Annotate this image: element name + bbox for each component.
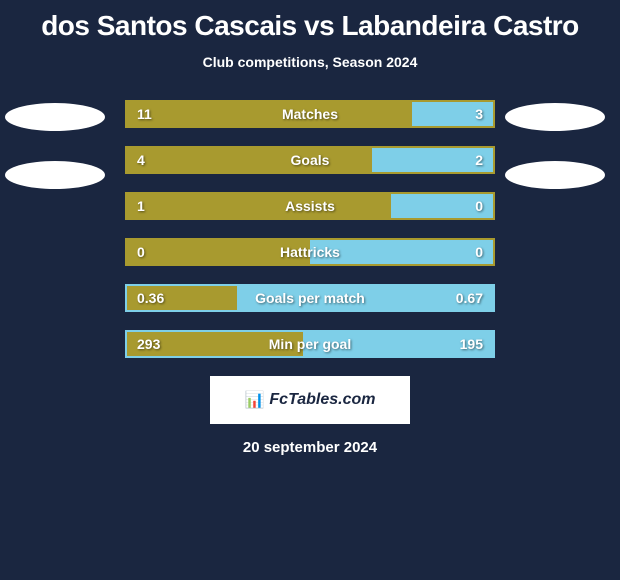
- comparison-subtitle: Club competitions, Season 2024: [5, 54, 615, 70]
- stat-value-left: 293: [137, 336, 160, 352]
- left-ellipses-column: [5, 100, 115, 189]
- stat-value-right: 0: [475, 198, 483, 214]
- player-marker-right: [505, 161, 605, 189]
- stat-label: Assists: [285, 198, 335, 214]
- chart-icon: 📊: [244, 390, 264, 410]
- stat-bar: 4 2 Goals: [125, 146, 495, 174]
- stat-bar: 0.36 0.67 Goals per match: [125, 284, 495, 312]
- player-marker-right: [505, 103, 605, 131]
- site-logo: 📊 FcTables.com: [210, 376, 410, 424]
- right-ellipses-column: [505, 100, 615, 189]
- stat-value-left: 4: [137, 152, 145, 168]
- stat-bars-column: 11 3 Matches 4 2 Goals 1 0 Assists 0 0 Hattricks 0.3…: [125, 100, 495, 358]
- stat-value-left: 1: [137, 198, 145, 214]
- snapshot-date: 20 september 2024: [5, 439, 615, 456]
- stat-bar: 0 0 Hattricks: [125, 238, 495, 266]
- bar-segment-left: [127, 194, 391, 218]
- stat-bar: 293 195 Min per goal: [125, 330, 495, 358]
- stat-value-left: 0: [137, 244, 145, 260]
- stat-label: Goals: [291, 152, 330, 168]
- stat-label: Hattricks: [280, 244, 340, 260]
- stat-label: Min per goal: [269, 336, 351, 352]
- logo-text: FcTables.com: [269, 391, 375, 409]
- stat-value-right: 3: [475, 106, 483, 122]
- stats-container: 11 3 Matches 4 2 Goals 1 0 Assists 0 0 Hattricks 0.3…: [5, 100, 615, 358]
- stat-value-right: 0: [475, 244, 483, 260]
- stat-value-right: 2: [475, 152, 483, 168]
- stat-value-right: 195: [460, 336, 483, 352]
- stat-value-left: 0.36: [137, 290, 164, 306]
- stat-label: Goals per match: [255, 290, 365, 306]
- stat-value-left: 11: [137, 106, 152, 122]
- bar-segment-left: [127, 102, 412, 126]
- player-marker-left: [5, 161, 105, 189]
- bar-segment-left: [127, 148, 372, 172]
- stat-bar: 1 0 Assists: [125, 192, 495, 220]
- stat-bar: 11 3 Matches: [125, 100, 495, 128]
- stat-value-right: 0.67: [456, 290, 483, 306]
- player-marker-left: [5, 103, 105, 131]
- stat-label: Matches: [282, 106, 338, 122]
- comparison-title: dos Santos Cascais vs Labandeira Castro: [5, 10, 615, 42]
